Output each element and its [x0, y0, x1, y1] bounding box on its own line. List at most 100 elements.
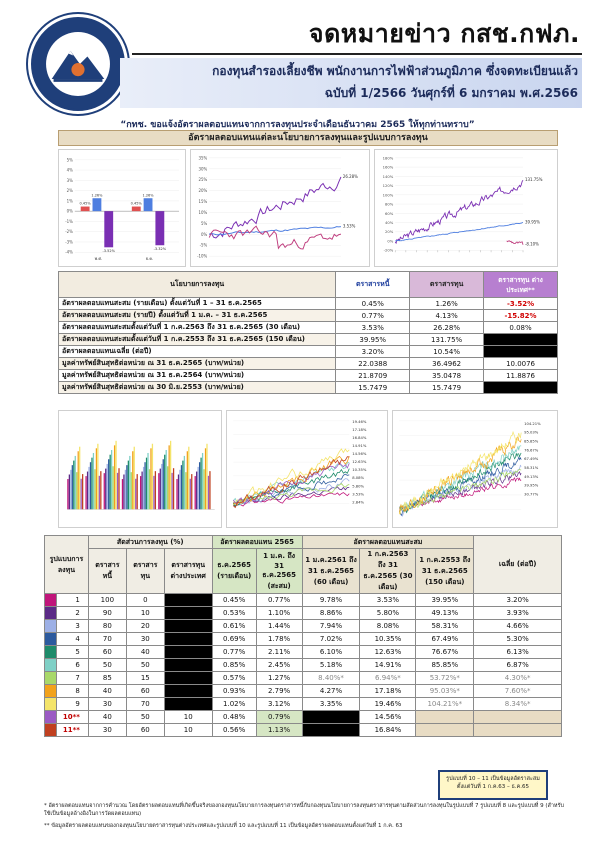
plan-bar: [95, 448, 98, 510]
plan-bar: [140, 476, 142, 510]
line-150m-chart: 180% 160% 140% 120% 100% 80% 60% 40% 20% 0% -20% 13…: [374, 149, 558, 267]
y-tick-label: 35%: [199, 155, 208, 160]
row-label: อัตราผลตอบแทนเฉลี่ย (ต่อปี): [57, 345, 337, 358]
fund-logo: [28, 14, 128, 114]
plan-bar: [135, 478, 137, 510]
plan-bar: [108, 459, 110, 510]
y-tick-label: 20%: [385, 230, 394, 234]
y-tick-label: 0%: [201, 232, 207, 237]
equity-pct: 40: [125, 645, 165, 659]
ytd-return: 1.78%: [255, 632, 303, 646]
bond-pct: 30: [87, 723, 127, 737]
bar-returns-chart: 5% 4% 3% 2% 1% 0% -1% -2% -3% -4% 0.45% 1.26% -3.52%…: [58, 149, 186, 267]
org-name: กองทุนสำรองเลี้ยงชีพ พนักงานการไฟฟ้าส่วน…: [212, 64, 578, 78]
plan-bar: [91, 457, 93, 510]
table-row: อัตราผลตอบแทนสะสมตั้งแต่วันที่ 1 ก.ค.256…: [57, 321, 558, 334]
ytd-return: 1.27%: [255, 671, 303, 685]
equity-pct: 15: [125, 671, 165, 685]
foreign-value: 11.8876: [483, 369, 558, 382]
ytd-return: 3.12%: [255, 697, 303, 711]
row-label: มูลค่าทรัพย์สินสุทธิต่อหน่วย ณ 31 ธ.ค.25…: [57, 357, 337, 370]
table-row: อัตราผลตอบแทนสะสม (รายเดือน) ตั้งแต่วันท…: [57, 297, 558, 310]
header-foreign: ตราสารทุน ต่างประเทศ**: [483, 271, 558, 298]
bond-value: 21.8709: [335, 369, 411, 382]
return-150m: 67.49%: [415, 632, 475, 646]
dec-return: 1.02%: [211, 697, 257, 711]
table-row: 9 30 70 1.02% 3.12% 3.35% 19.46% 104.21%* 8.34%*: [44, 697, 562, 711]
plan-bar: [167, 466, 169, 510]
y-tick-label: -20%: [384, 249, 394, 253]
plan-bar: [147, 452, 149, 510]
end-label: 39.95%: [525, 220, 540, 225]
bond-value: 3.20%: [335, 345, 411, 358]
foreign-pct: [163, 658, 213, 672]
equity-pct: 10: [125, 606, 165, 620]
plan-bar: [142, 466, 145, 510]
plan-bar: [106, 463, 108, 510]
avg-return: 7.60%*: [473, 684, 562, 698]
y-tick-label: 2%: [67, 188, 73, 193]
plan-bar: [196, 471, 198, 510]
y-tick-label: 30%: [199, 166, 208, 171]
plan-line: [233, 478, 350, 507]
dec-return: 0.61%: [211, 619, 257, 633]
end-label: 104.21%: [524, 422, 541, 426]
return-30m: 17.18%: [359, 684, 417, 698]
y-tick-label: -4%: [65, 250, 73, 255]
y-tick-label: 160%: [383, 166, 394, 170]
header-plan: รูปแบบการลงทุน: [44, 535, 89, 594]
return-60m: 8.86%: [301, 606, 361, 620]
y-tick-label: -2%: [65, 229, 73, 234]
equity-pct: 70: [125, 697, 165, 711]
table-row: 5 60 40 0.77% 2.11% 6.10% 12.63% 76.67% 6.13%: [44, 645, 562, 659]
bond-pct: 80: [87, 619, 127, 633]
plan-bars-chart: [58, 410, 222, 528]
end-label: 3.53%: [343, 224, 356, 229]
row-label: อัตราผลตอบแทนสะสมตั้งแต่วันที่ 1 ก.ค.255…: [57, 333, 337, 346]
foreign-pct: [163, 593, 213, 607]
bar: [131, 206, 141, 212]
bond-pct: 30: [87, 697, 127, 711]
bond-value: 3.53%: [335, 321, 411, 334]
end-label: 30.77%: [524, 493, 539, 497]
return-150m: 76.67%: [415, 645, 475, 659]
plan-bar: [68, 474, 71, 510]
end-label: 76.67%: [524, 448, 539, 452]
equity-line: [209, 176, 342, 239]
bond-line: [395, 222, 524, 242]
end-label: 14.91%: [352, 444, 367, 448]
table-row: อัตราผลตอบแทนเฉลี่ย (ต่อปี) 3.20% 10.54%: [57, 345, 558, 358]
return-30m: 3.53%: [359, 593, 417, 607]
plan-returns-table: รูปแบบการลงทุน สัดส่วนการลงทุน (%) อัตรา…: [44, 535, 562, 737]
plan-bar: [111, 450, 113, 510]
header-ytd: 1 ม.ค. ถึง 31 ธ.ค.2565 (สะสม): [255, 548, 303, 594]
equity-value: 10.54%: [409, 345, 485, 358]
ytd-return: 2.79%: [255, 684, 303, 698]
ytd-return: 1.13%: [255, 723, 303, 737]
bar: [92, 198, 102, 212]
ytd-return: 0.79%: [255, 710, 303, 724]
foreign-line: [208, 225, 342, 250]
bond-line: [209, 226, 342, 236]
plan-bar: [164, 454, 166, 510]
dec-return: 0.85%: [211, 658, 257, 672]
equity-pct: 50: [125, 710, 165, 724]
y-tick-label: 140%: [383, 175, 394, 179]
plan-bar: [133, 446, 135, 510]
plan-line: [398, 436, 522, 514]
bond-pct: 50: [87, 658, 127, 672]
plans-150m-chart: 104.21% 95.03% 85.85% 76.67% 67.49% 58.31% 49.…: [392, 410, 558, 528]
bar: [80, 206, 90, 212]
plans-150m-svg: 104.21% 95.03% 85.85% 76.67% 67.49% 58.31% 49.…: [398, 420, 541, 517]
end-label: 16.84%: [352, 436, 367, 440]
plan-bar: [126, 465, 128, 510]
plan-bar: [172, 468, 175, 510]
bond-pct: 100: [87, 593, 127, 607]
group-label: ธ.ค.: [146, 256, 154, 261]
header-bond: ตราสารหนี้: [87, 548, 127, 594]
return-30m: 19.46%: [359, 697, 417, 711]
bar-returns-svg: 5% 4% 3% 2% 1% 0% -1% -2% -3% -4% 0.45% 1.26% -3.52%…: [65, 157, 180, 261]
plan-bar: [79, 446, 81, 510]
plan-bar: [74, 455, 76, 510]
return-150m: [415, 710, 475, 724]
